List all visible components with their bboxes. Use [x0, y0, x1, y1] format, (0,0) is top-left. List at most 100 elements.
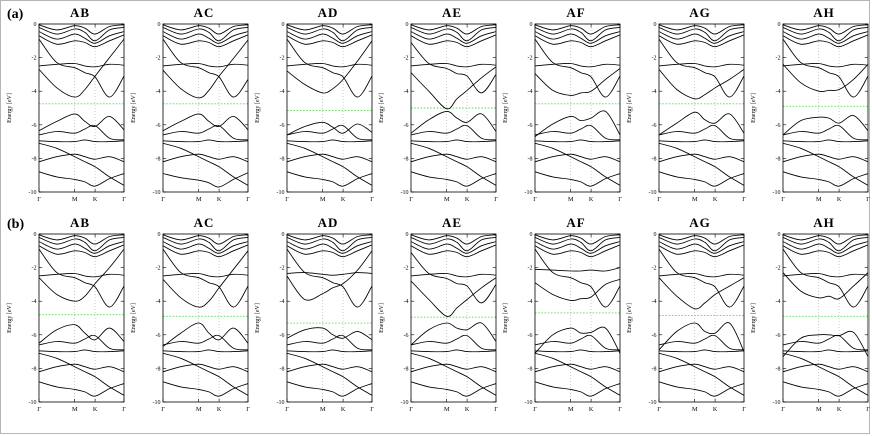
svg-text:-10: -10 [277, 190, 285, 196]
svg-text:Γ: Γ [161, 406, 165, 413]
svg-text:-2: -2 [652, 56, 657, 62]
svg-text:Γ: Γ [370, 196, 374, 203]
svg-text:-2: -2 [776, 56, 781, 62]
y-axis-label: Energy [eV] [255, 303, 261, 333]
svg-text:-10: -10 [29, 400, 37, 406]
svg-text:-8: -8 [404, 366, 409, 372]
svg-text:-10: -10 [773, 190, 781, 196]
svg-text:-2: -2 [280, 266, 285, 272]
svg-text:Γ: Γ [409, 196, 413, 203]
svg-text:K: K [589, 406, 594, 413]
svg-text:-6: -6 [404, 333, 409, 339]
y-axis: 0 -2 -4 -6 -8 -10 Energy [eV] [131, 22, 248, 196]
svg-text:Γ: Γ [37, 196, 41, 203]
energy-bands [411, 234, 496, 397]
svg-text:0: 0 [158, 22, 161, 28]
svg-text:K: K [217, 406, 222, 413]
band-plot: 0 -2 -4 -6 -8 -10 Energy [eV] Γ M K Γ [7, 22, 126, 203]
svg-text:-8: -8 [280, 156, 285, 162]
svg-text:Γ: Γ [285, 406, 289, 413]
svg-text:-8: -8 [404, 156, 409, 162]
k-gridlines [694, 24, 716, 192]
svg-text:0: 0 [406, 232, 409, 238]
band-plot: 0 -2 -4 -6 -8 -10 Energy [eV] Γ M K Γ [255, 232, 374, 413]
svg-text:0: 0 [530, 22, 533, 28]
svg-text:-10: -10 [401, 400, 409, 406]
energy-bands [535, 234, 620, 397]
svg-text:M: M [692, 406, 698, 413]
band-panel-a-AD: AD 0 -2 -4 -6 -8 -10 Energy [eV] Γ M K Γ [251, 5, 375, 212]
svg-text:0: 0 [778, 22, 781, 28]
svg-text:-8: -8 [32, 366, 37, 372]
svg-text:M: M [568, 196, 574, 203]
svg-text:-10: -10 [525, 400, 533, 406]
row-label-b: (b) [7, 217, 25, 232]
svg-text:Γ: Γ [370, 406, 374, 413]
row-label-a: (a) [7, 7, 24, 22]
svg-text:M: M [444, 406, 450, 413]
y-axis-label: Energy [eV] [131, 93, 137, 123]
k-gridlines [322, 234, 344, 402]
svg-text:0: 0 [282, 232, 285, 238]
k-gridlines [198, 234, 220, 402]
svg-text:-8: -8 [528, 156, 533, 162]
svg-text:-10: -10 [153, 400, 161, 406]
y-axis: 0 -2 -4 -6 -8 -10 Energy [eV] [503, 22, 620, 196]
svg-text:Γ: Γ [657, 406, 661, 413]
svg-text:K: K [93, 406, 98, 413]
panel-title: AH [813, 215, 835, 230]
svg-text:-4: -4 [528, 89, 533, 95]
svg-text:-4: -4 [280, 89, 285, 95]
band-plot: 0 -2 -4 -6 -8 -10 Energy [eV] Γ M K Γ [7, 232, 126, 413]
y-axis: 0 -2 -4 -6 -8 -10 Energy [eV] [627, 22, 744, 196]
energy-bands [535, 24, 620, 187]
panel-title: AE [441, 215, 463, 230]
panel-title: AG [689, 215, 711, 230]
svg-text:-4: -4 [776, 299, 781, 305]
svg-text:-4: -4 [404, 299, 409, 305]
band-plot: 0 -2 -4 -6 -8 -10 Energy [eV] Γ M K Γ [379, 232, 498, 413]
panel-title: AF [566, 5, 586, 20]
band-panel-a-AC: AC 0 -2 -4 -6 -8 -10 Energy [eV] Γ M K Γ [127, 5, 251, 212]
band-plot: 0 -2 -4 -6 -8 -10 Energy [eV] Γ M K Γ [131, 232, 250, 413]
svg-text:0: 0 [530, 232, 533, 238]
svg-text:0: 0 [34, 232, 37, 238]
svg-text:-6: -6 [156, 123, 161, 129]
panel-title: AF [566, 215, 586, 230]
svg-text:-8: -8 [652, 366, 657, 372]
svg-text:Γ: Γ [246, 196, 250, 203]
panel-title: AE [441, 5, 463, 20]
y-axis: 0 -2 -4 -6 -8 -10 Energy [eV] [7, 232, 124, 406]
y-axis: 0 -2 -4 -6 -8 -10 Energy [eV] [627, 232, 744, 406]
svg-text:-6: -6 [528, 333, 533, 339]
svg-text:-6: -6 [280, 333, 285, 339]
svg-text:-10: -10 [401, 190, 409, 196]
svg-text:-4: -4 [32, 89, 37, 95]
svg-text:-4: -4 [156, 89, 161, 95]
svg-text:K: K [465, 406, 470, 413]
svg-text:-4: -4 [652, 299, 657, 305]
svg-text:-10: -10 [153, 190, 161, 196]
svg-text:-8: -8 [776, 366, 781, 372]
svg-text:-8: -8 [528, 366, 533, 372]
k-gridlines [570, 24, 592, 192]
figure-row-a: (a) AB 0 -2 -4 -6 -8 -10 Energy [eV] Γ M K Γ AC 0 -2 -4… [1, 5, 870, 215]
svg-text:-8: -8 [156, 156, 161, 162]
band-panel-a-AB: AB 0 -2 -4 -6 -8 -10 Energy [eV] Γ M K Γ [3, 5, 127, 212]
svg-text:K: K [713, 196, 718, 203]
band-plot: 0 -2 -4 -6 -8 -10 Energy [eV] Γ M K Γ [751, 232, 870, 413]
panel-title: AD [317, 5, 339, 20]
svg-text:K: K [837, 196, 842, 203]
band-plot: 0 -2 -4 -6 -8 -10 Energy [eV] Γ M K Γ [751, 22, 870, 203]
svg-text:-6: -6 [652, 123, 657, 129]
svg-text:-4: -4 [404, 89, 409, 95]
svg-text:0: 0 [778, 232, 781, 238]
k-gridlines [74, 234, 96, 402]
energy-bands [163, 24, 248, 188]
svg-text:-6: -6 [156, 333, 161, 339]
svg-text:-6: -6 [280, 123, 285, 129]
